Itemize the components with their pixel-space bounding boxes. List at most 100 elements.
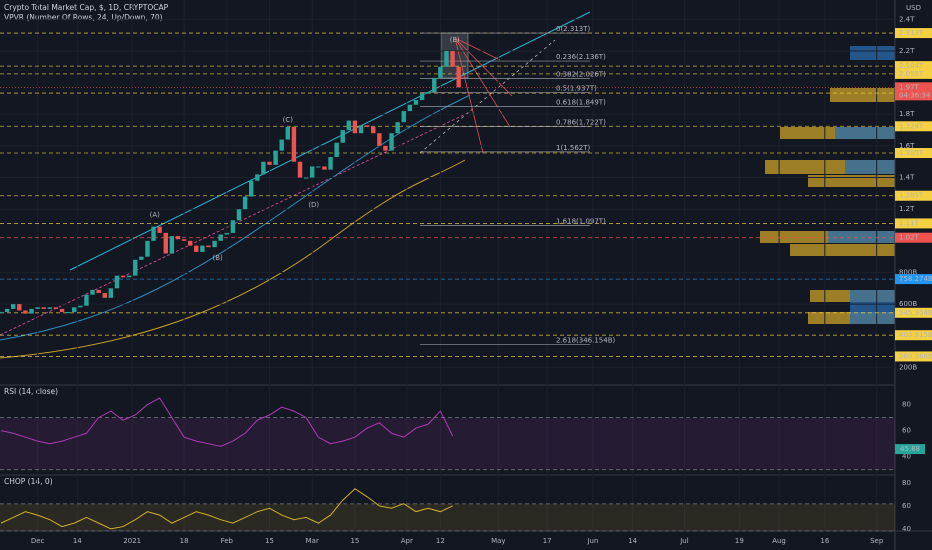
- price-tick-label: 269.366B: [899, 352, 932, 360]
- candle: [346, 120, 352, 131]
- candle: [389, 133, 394, 151]
- candle: [261, 161, 266, 175]
- price-label-box: [895, 218, 932, 229]
- candle: [340, 130, 345, 143]
- price-tick-label: 600B: [899, 300, 917, 308]
- candle: [84, 294, 89, 306]
- fib-label: 2.618(346.154B): [556, 336, 616, 344]
- vp-bar: [828, 231, 895, 243]
- chop-title: CHOP (14, 0): [4, 477, 53, 486]
- vp-bar: [850, 290, 895, 324]
- price-tick-label: 2.2T: [899, 47, 915, 55]
- last-price-label: 1.97T: [899, 83, 920, 91]
- x-tick-label: 17: [543, 537, 552, 545]
- candle: [59, 308, 65, 313]
- currency-label: USD: [906, 4, 921, 12]
- candle: [23, 310, 28, 314]
- x-tick-label: 15: [350, 537, 359, 545]
- oscillator-line: [0, 488, 453, 530]
- candle: [53, 307, 59, 309]
- x-tick-label: Jun: [586, 537, 598, 545]
- x-tick-label: Mar: [306, 537, 319, 545]
- channel-upper: [69, 11, 591, 271]
- candle: [438, 66, 443, 78]
- rsi-last-label: 45.88: [900, 445, 920, 453]
- candle: [108, 288, 114, 298]
- vp-bar: [830, 88, 895, 102]
- moving-average-long: [0, 159, 466, 359]
- wave-label: (B): [213, 254, 224, 262]
- candle: [78, 305, 83, 308]
- candle: [72, 307, 77, 313]
- candle: [413, 100, 419, 105]
- price-label-box: [895, 351, 932, 362]
- candle: [444, 50, 449, 67]
- fib-label: 1(1.562T): [556, 144, 591, 152]
- price-tick-label: 2.055T: [899, 70, 924, 78]
- moving-average-short: [0, 94, 471, 341]
- y-tick-label: 40: [902, 453, 911, 461]
- candle: [157, 226, 162, 233]
- x-tick-label: Sep: [870, 537, 884, 545]
- vp-bar: [808, 175, 895, 187]
- wave-label: (A): [150, 211, 161, 219]
- candle: [29, 308, 34, 314]
- candle: [187, 240, 193, 246]
- x-tick-label: May: [491, 537, 505, 545]
- price-tick-label: 2.313T: [899, 29, 924, 37]
- wave-label: (C): [283, 116, 294, 124]
- candle: [17, 304, 22, 311]
- price-tick-label: 2.4T: [899, 15, 915, 23]
- indicator-label: VPVR (Number Of Rows, 24, Up/Down, 70): [4, 13, 163, 22]
- x-tick-label: 12: [436, 537, 445, 545]
- candle: [41, 307, 46, 309]
- price-label-box: [895, 68, 932, 79]
- vp-bar: [790, 244, 895, 256]
- fib-label: 0.236(2.136T): [556, 53, 606, 61]
- candle: [425, 92, 431, 94]
- fib-label: 0.5(1.937T): [556, 85, 597, 93]
- candle: [194, 245, 199, 252]
- candle: [328, 156, 333, 170]
- x-tick-label: Apr: [401, 537, 413, 545]
- candle: [273, 150, 278, 165]
- price-label-box: [895, 330, 932, 341]
- candle: [285, 126, 291, 140]
- candle: [432, 77, 437, 93]
- candle: [267, 161, 272, 165]
- x-tick-label: 2021: [123, 537, 141, 545]
- candle: [224, 232, 229, 235]
- candle: [47, 307, 53, 309]
- candle: [230, 220, 236, 233]
- y-tick-label: 80: [902, 479, 911, 487]
- candle: [364, 125, 370, 127]
- candle: [0, 312, 4, 314]
- fib-label: 1.618(1.097T): [556, 217, 606, 225]
- x-tick-label: 19: [735, 537, 744, 545]
- x-tick-label: 18: [180, 537, 189, 545]
- candle: [322, 166, 327, 170]
- price-tick-label: 1.11T: [899, 219, 920, 227]
- fib-label: 0.786(1.722T): [556, 119, 606, 127]
- candle: [419, 93, 425, 101]
- candle: [248, 180, 254, 197]
- price-label-box: [895, 148, 932, 159]
- price-tick-label: 1.4T: [899, 174, 915, 182]
- candle: [102, 293, 107, 298]
- y-tick-label: 40: [902, 525, 911, 533]
- x-tick-label: Feb: [221, 537, 234, 545]
- x-tick-label: Aug: [772, 537, 786, 545]
- candle: [334, 142, 339, 157]
- candle: [11, 304, 16, 309]
- candle: [133, 259, 138, 276]
- price-tick-label: 2.104T: [899, 62, 924, 70]
- countdown-label: 04:36:34: [899, 91, 931, 99]
- trend-dashed: [419, 39, 556, 154]
- candle: [35, 307, 40, 309]
- x-tick-label: Dec: [31, 537, 45, 545]
- price-tick-label: 403.815B: [899, 331, 932, 339]
- wave-label: (E): [450, 36, 460, 44]
- price-tick-label: 1.2T: [899, 205, 915, 213]
